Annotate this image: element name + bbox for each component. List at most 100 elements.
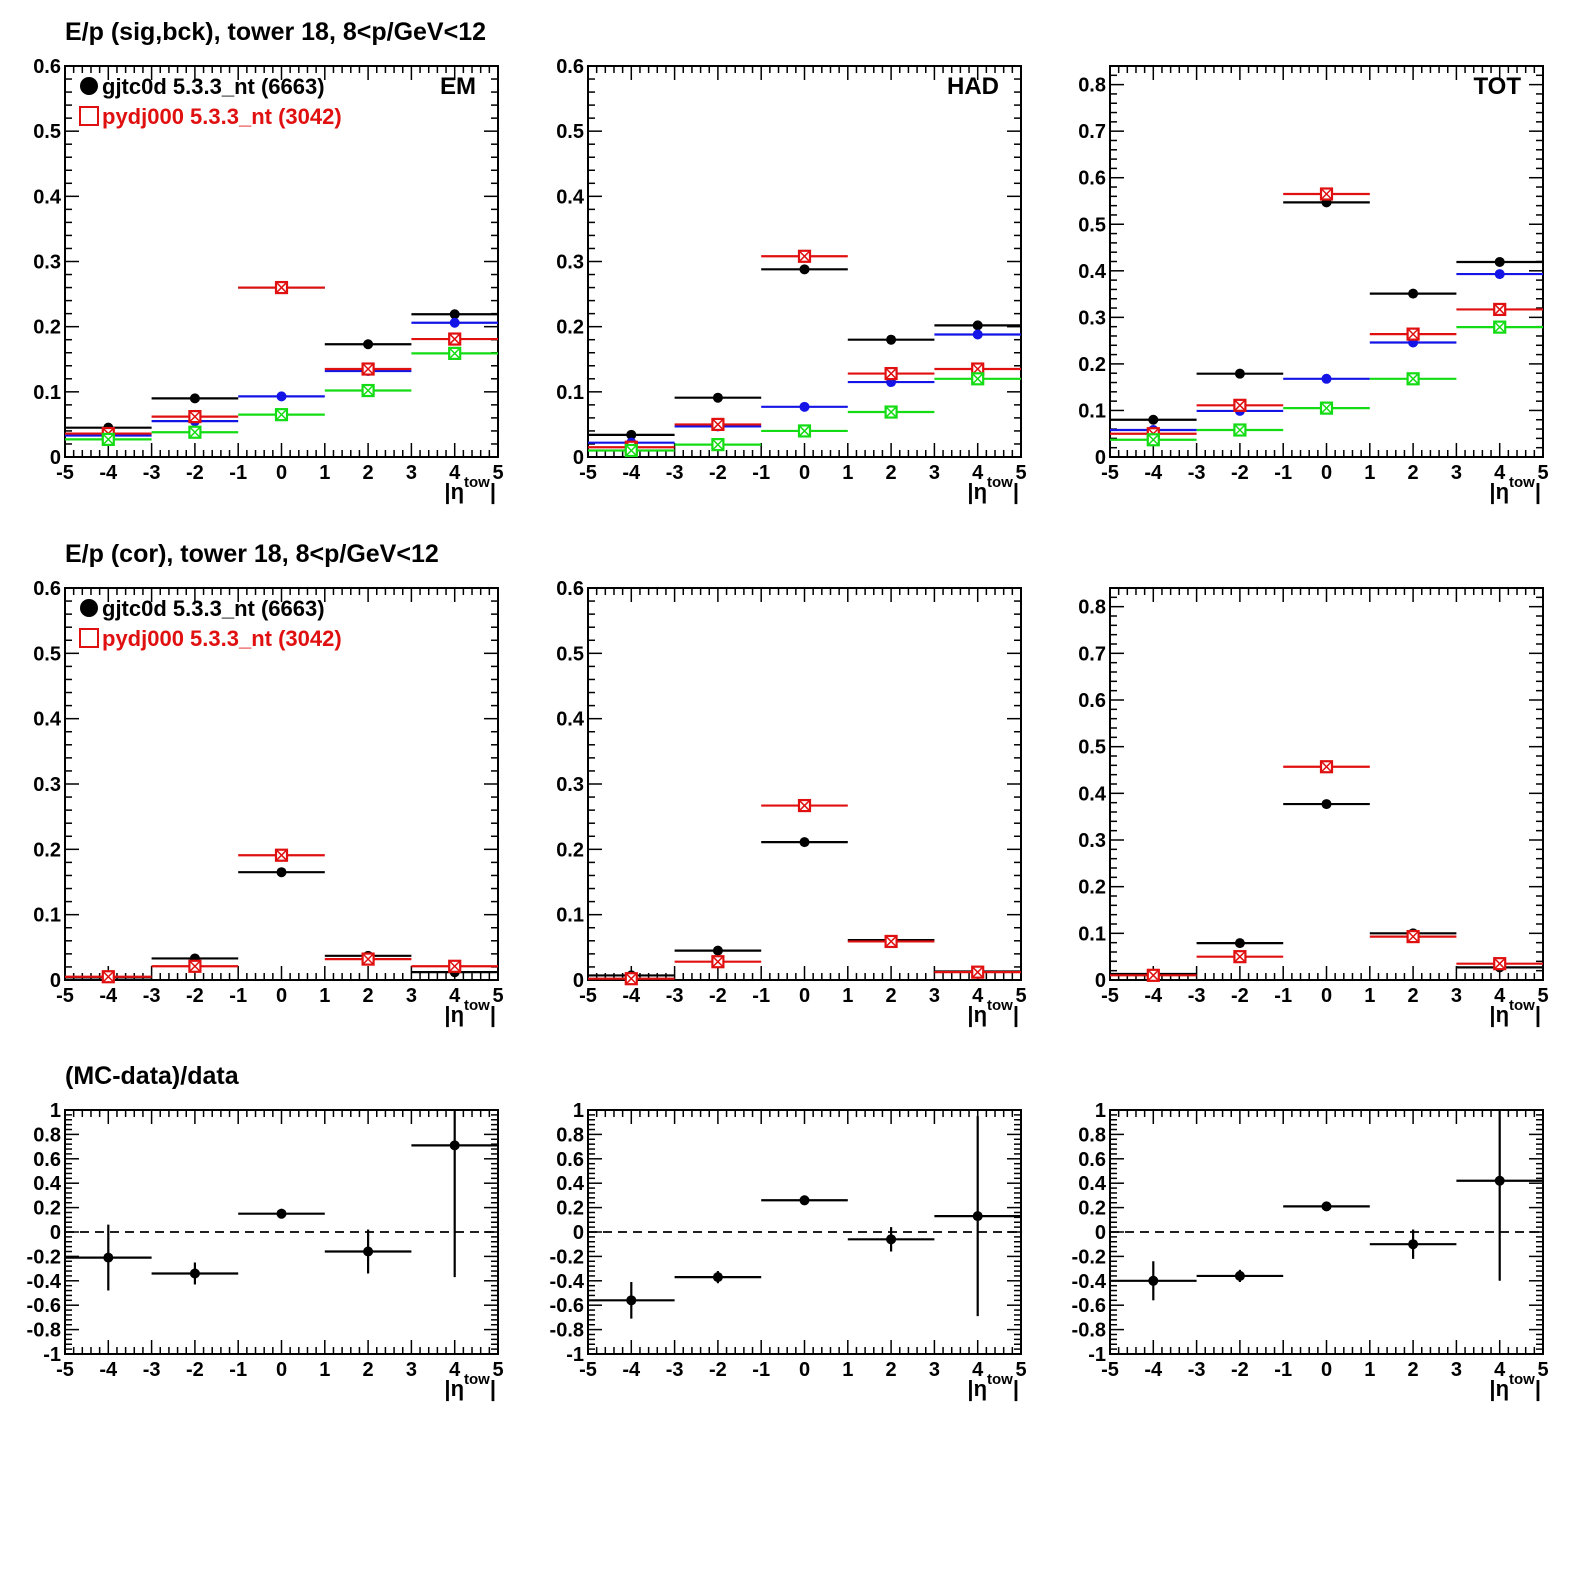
y-axis: 0 0.1 0.2 0.3 0.4 0.5 0.6 0.7 0.8 (1078, 587, 1543, 992)
y-tick-label: 0.2 (556, 1198, 584, 1220)
data-point (674, 945, 762, 956)
y-tick-label: 0.4 (1078, 783, 1107, 805)
x-tick-label: -1 (1274, 985, 1292, 1007)
marker-open-box-cross (448, 347, 461, 360)
x-tick-label: 4 (449, 1359, 461, 1381)
data-point (847, 334, 935, 345)
x-tick-label: 5 (1537, 462, 1548, 484)
x-tick-label: -2 (186, 985, 204, 1007)
marker-dot (1234, 368, 1245, 379)
y-tick-label: 0 (1095, 447, 1106, 469)
marker-open-box-cross (1320, 402, 1333, 415)
x-tick-label: 0 (1321, 985, 1332, 1007)
series-black (1110, 197, 1543, 425)
data-point (324, 952, 412, 966)
marker-open-box-cross (275, 281, 288, 294)
x-axis: -5 -4 -3 -2 -1 0 1 2 3 4 5|ηtow| (1101, 66, 1549, 504)
marker-dot (363, 1246, 374, 1257)
y-tick-label: 0.6 (556, 578, 584, 600)
panel-6: -5 -4 -3 -2 -1 0 1 2 3 4 5|ηtow|00.10.20.30.40.50.… (1078, 587, 1549, 1027)
data-point (761, 264, 848, 275)
x-axis: -5 -4 -3 -2 -1 0 1 2 3 4 5|ηtow| (56, 1110, 504, 1401)
marker-dot (972, 320, 983, 331)
y-tick-label: -0.6 (27, 1295, 61, 1317)
row-title-corrected: E/p (cor), tower 18, 8<p/GeV<12 (65, 540, 439, 568)
x-tick-label: -4 (622, 1359, 641, 1381)
y-tick-label: 0.2 (33, 839, 61, 861)
marker-dot (189, 393, 200, 404)
data-point (847, 366, 935, 381)
y-tick-label: -0.4 (1072, 1271, 1107, 1293)
panel-2: -5 -4 -3 -2 -1 0 1 2 3 4 5|ηtow|00.10.20.30.40.50.… (556, 56, 1026, 504)
marker-open-box-cross (885, 935, 898, 948)
marker-dot (712, 392, 723, 403)
marker-open-box-cross (1233, 399, 1246, 412)
data-point (1283, 1201, 1370, 1212)
y-tick-label: 0.6 (1078, 1149, 1106, 1171)
series-blue (65, 317, 498, 441)
x-tick-label: -3 (666, 462, 684, 484)
x-axis-title-superscript: tow (1509, 474, 1535, 491)
marker-open-box-cross (1320, 760, 1333, 773)
data-point (588, 1282, 675, 1319)
y-tick-label: 0.5 (556, 121, 584, 143)
data-point (761, 1195, 848, 1206)
x-tick-label: 0 (1321, 1359, 1332, 1381)
y-tick-label: 1 (50, 1100, 61, 1122)
x-tick-label: -1 (1274, 1359, 1292, 1381)
x-axis-title: |ηtow| (967, 474, 1019, 504)
y-tick-label: 0.7 (1078, 643, 1106, 665)
x-tick-label: 1 (842, 1359, 853, 1381)
x-tick-label: 2 (886, 1359, 897, 1381)
data-point (1369, 1229, 1457, 1259)
marker-open-box-cross (1407, 372, 1420, 385)
x-axis-title-superscript: tow (987, 1371, 1013, 1388)
x-tick-label: -5 (56, 985, 74, 1007)
data-point (1196, 950, 1284, 964)
data-point (761, 249, 848, 263)
marker-dot (449, 309, 460, 320)
panel-8: -5 -4 -3 -2 -1 0 1 2 3 4 5|ηtow|-1-0.8-0.6-0.4-0.2… (550, 1100, 1027, 1401)
data-point (1196, 938, 1284, 949)
x-axis-title: |ηtow| (1489, 474, 1541, 504)
series-black (588, 1116, 1021, 1319)
marker-open-box-cross (362, 362, 375, 376)
y-tick-label: -1 (566, 1344, 584, 1366)
x-tick-label: -1 (1274, 462, 1292, 484)
x-tick-label: 0 (276, 462, 287, 484)
data-point (934, 372, 1021, 386)
data-point (411, 959, 498, 973)
x-tick-label: 4 (1494, 1359, 1506, 1381)
x-axis-title-bar: | (490, 1376, 496, 1401)
marker-dot (1494, 256, 1505, 267)
legend: gjtc0d 5.3.3_nt (6663) pydj000 5.3.3_nt (… (79, 596, 342, 651)
y-tick-label: 0.6 (1078, 168, 1106, 190)
x-tick-label: 0 (799, 985, 810, 1007)
data-point (847, 1227, 935, 1252)
marker-open-box-cross (971, 372, 984, 385)
data-point (1456, 1110, 1543, 1281)
x-axis-title: |ηtow| (444, 997, 496, 1027)
data-point (1456, 302, 1543, 317)
y-axis: 0 0.1 0.2 0.3 0.4 0.5 0.6 (556, 578, 1021, 992)
x-tick-label: -1 (752, 1359, 770, 1381)
y-tick-label: 0.3 (33, 774, 61, 796)
y-tick-label: 0.4 (556, 186, 585, 208)
x-axis-title: |ηtow| (444, 474, 496, 504)
data-point (324, 339, 412, 350)
y-tick-label: 0 (50, 1222, 61, 1244)
y-tick-label: 0 (573, 1222, 584, 1244)
data-point (588, 972, 675, 986)
x-tick-label: -2 (709, 462, 727, 484)
x-tick-label: 3 (929, 462, 940, 484)
row-title-signal-background: E/p (sig,bck), tower 18, 8<p/GeV<12 (65, 18, 486, 46)
x-tick-label: -1 (229, 985, 247, 1007)
x-tick-label: 3 (1451, 462, 1462, 484)
x-tick-label: 4 (449, 462, 461, 484)
y-tick-label: 0.1 (556, 905, 584, 927)
y-tick-label: -0.6 (1072, 1295, 1106, 1317)
x-axis-title-symbol: |η (1489, 1376, 1509, 1401)
x-tick-label: 0 (799, 462, 810, 484)
marker-dot (276, 867, 287, 878)
panel-3: -5 -4 -3 -2 -1 0 1 2 3 4 5|ηtow|00.10.20.30.40.50.… (1078, 65, 1549, 504)
